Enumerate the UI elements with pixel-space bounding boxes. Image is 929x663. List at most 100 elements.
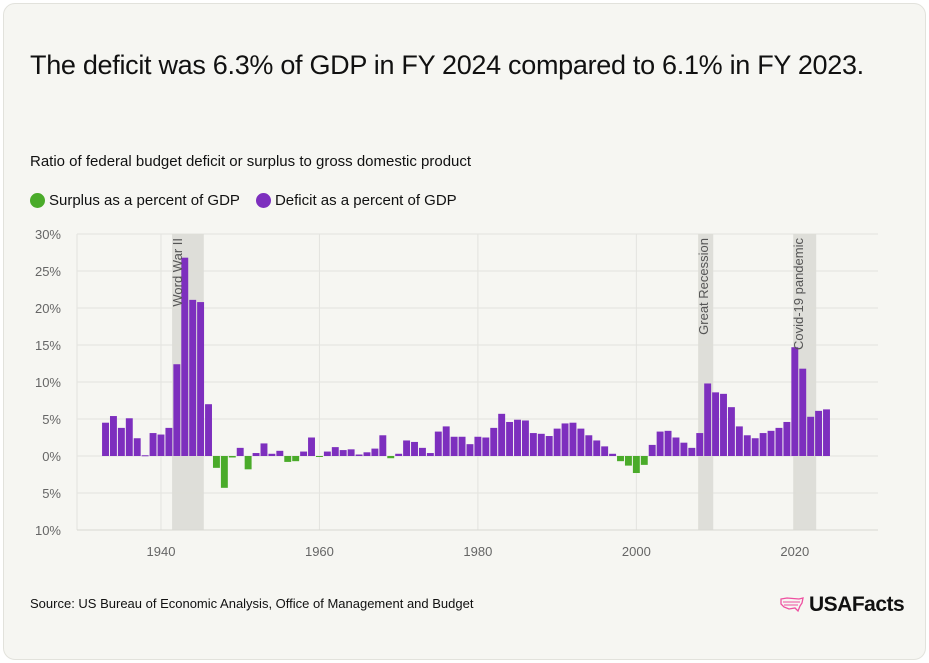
x-tick-label: 2020 (780, 544, 809, 559)
y-tick-label: 10% (35, 523, 61, 538)
surplus-bar (220, 456, 228, 488)
deficit-bar (395, 453, 403, 456)
deficit-bar (656, 431, 664, 456)
deficit-bar (323, 451, 331, 456)
deficit-bar (260, 443, 268, 456)
deficit-bar (751, 438, 759, 456)
y-tick-label: 30% (35, 227, 61, 242)
deficit-bar (712, 392, 720, 456)
deficit-bar (205, 404, 212, 456)
legend: Surplus as a percent of GDP Deficit as a… (30, 192, 457, 209)
deficit-bar (117, 427, 125, 456)
x-tick-label: 1960 (305, 544, 334, 559)
y-tick-label: 5% (42, 486, 61, 501)
surplus-bar (387, 456, 395, 459)
deficit-bar (791, 347, 799, 456)
deficit-bar (308, 437, 315, 456)
deficit-bar (585, 435, 593, 456)
deficit-bar (648, 444, 656, 456)
deficit-bar (363, 452, 371, 456)
legend-item-deficit[interactable]: Deficit as a percent of GDP (255, 192, 457, 209)
surplus-bar (624, 456, 632, 466)
annotation-label: Word War II (170, 238, 185, 307)
deficit-bar (561, 423, 569, 456)
deficit-bar (197, 302, 205, 456)
deficit-bar (268, 453, 276, 456)
deficit-bar (102, 422, 109, 456)
deficit-bar (727, 407, 735, 456)
deficit-bar (149, 433, 157, 456)
deficit-bar (355, 454, 363, 456)
deficit-bar (474, 436, 482, 456)
deficit-bar (514, 419, 521, 456)
deficit-bar (498, 413, 506, 456)
deficit-bar (339, 450, 347, 456)
y-tick-label: 15% (35, 338, 61, 353)
deficit-bar (521, 420, 529, 456)
deficit-bar (569, 422, 577, 456)
deficit-bar (680, 442, 688, 456)
deficit-bar (379, 435, 387, 456)
deficit-bar (767, 430, 775, 456)
deficit-bar (783, 421, 791, 456)
surplus-swatch-icon (30, 193, 45, 208)
deficit-bar (545, 436, 553, 456)
deficit-bar (609, 453, 617, 456)
y-tick-label: 0% (42, 449, 61, 464)
deficit-bar (577, 428, 585, 456)
deficit-bar (181, 257, 189, 456)
deficit-bar (482, 437, 490, 456)
deficit-bar (418, 447, 426, 456)
y-tick-label: 20% (35, 301, 61, 316)
deficit-bar (815, 410, 823, 456)
annotation-label: Great Recession (696, 238, 711, 335)
deficit-bar (165, 427, 173, 456)
usafacts-logo[interactable]: USAFacts (779, 593, 905, 617)
chart-subtitle: Ratio of federal budget deficit or surpl… (30, 153, 472, 170)
surplus-bar (292, 456, 300, 462)
deficit-bar (823, 409, 830, 456)
deficit-bar (775, 427, 783, 456)
deficit-bar (125, 418, 133, 456)
deficit-bar (157, 434, 165, 456)
deficit-bar (133, 438, 141, 456)
deficit-bar (276, 450, 284, 456)
deficit-bar (426, 453, 434, 456)
deficit-bar (331, 447, 339, 456)
deficit-bar (109, 416, 117, 456)
surplus-bar (244, 456, 252, 470)
deficit-bar (807, 416, 815, 456)
us-map-flag-icon (780, 597, 804, 613)
deficit-bar (759, 433, 767, 456)
deficit-bar (434, 431, 442, 456)
deficit-bar (490, 427, 498, 456)
deficit-bar (601, 446, 609, 456)
y-tick-label: 5% (42, 412, 61, 427)
deficit-bar (141, 455, 149, 457)
deficit-bar (735, 426, 743, 456)
deficit-bar (743, 435, 751, 456)
deficit-bar (403, 440, 411, 456)
deficit-bar (236, 447, 244, 456)
deficit-bar (411, 441, 418, 456)
deficit-bar (688, 447, 696, 456)
deficit-swatch-icon (255, 193, 271, 208)
deficit-bar (672, 437, 680, 456)
legend-item-surplus[interactable]: Surplus as a percent of GDP (30, 192, 240, 209)
deficit-bar (696, 433, 704, 456)
deficit-bar (371, 448, 379, 456)
deficit-bar (458, 436, 466, 456)
deficit-bar (593, 440, 601, 456)
y-tick-label: 25% (35, 264, 61, 279)
y-tick-label: 10% (35, 375, 61, 390)
deficit-bar (537, 433, 545, 456)
deficit-bar (553, 428, 561, 456)
legend-label-deficit: Deficit as a percent of GDP (274, 192, 457, 209)
surplus-bar (315, 456, 323, 457)
deficit-bar (252, 453, 260, 456)
source-note: Source: US Bureau of Economic Analysis, … (30, 596, 474, 611)
annotation-label: Covid-19 pandemic (791, 238, 806, 351)
x-tick-label: 2000 (622, 544, 651, 559)
deficit-bar (173, 364, 181, 456)
